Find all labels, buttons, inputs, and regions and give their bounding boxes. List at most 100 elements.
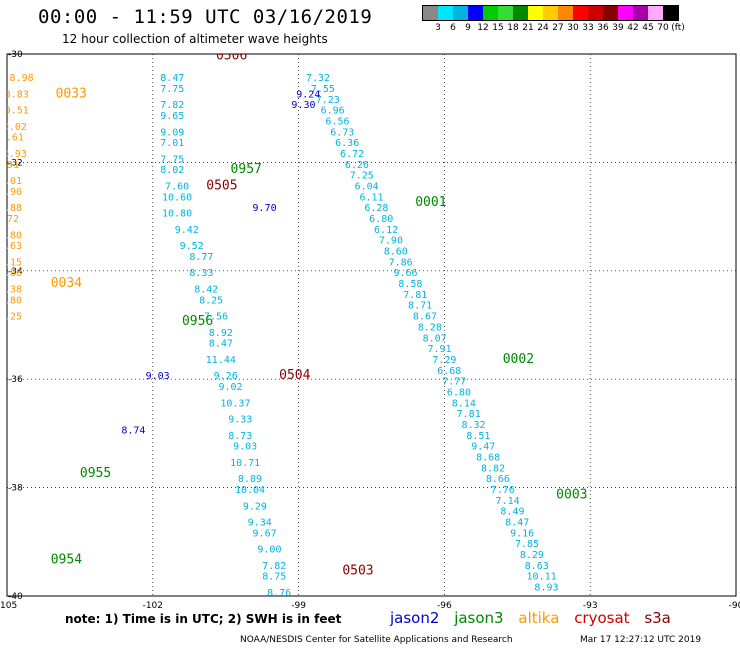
pass-time-label: 0956 (182, 314, 213, 329)
color-scale-box (528, 6, 543, 20)
swh-value-label: 8.74 (121, 425, 145, 436)
swh-value-label: 11.44 (206, 355, 236, 366)
color-scale-boxes (422, 5, 679, 21)
swh-value-label: 9.09 (160, 127, 184, 138)
swh-value-label: 10.60 (162, 192, 192, 203)
swh-value-label: 8.14 (452, 398, 476, 409)
y-tick-label: -34 (8, 267, 23, 277)
swh-value-label: 9.91 (0, 160, 19, 171)
swh-value-label: 8.98 (10, 73, 34, 84)
swh-value-label: 7.23 (316, 95, 340, 106)
pass-time-label: 0003 (556, 487, 587, 502)
swh-value-label: 8.68 (476, 453, 500, 464)
swh-value-label: 9.52 (180, 241, 204, 252)
color-scale-label: 42 (627, 23, 639, 33)
x-tick-label: -96 (437, 601, 452, 611)
swh-value-label: 7.75 (160, 84, 184, 95)
swh-value-label: 9.70 (253, 203, 277, 214)
swh-value-label: 9.47 (471, 442, 495, 453)
swh-value-label: 9.61 (0, 133, 24, 144)
color-scale-label: 18 (507, 23, 519, 33)
swh-value-label: 8.75 (262, 572, 286, 583)
swh-value-label: 10.93 (0, 149, 27, 160)
swh-value-label: 7.01 (160, 138, 184, 149)
color-scale-label: 33 (582, 23, 594, 33)
swh-value-label: 9.65 (160, 111, 184, 122)
swh-value-label: 11.38 (0, 284, 22, 295)
swh-value-label: 8.51 (466, 431, 490, 442)
swh-value-label: 9.72 (0, 214, 19, 225)
pass-time-label: 0503 (342, 563, 373, 578)
swh-value-label: 6.36 (335, 138, 359, 149)
pass-time-label: 0504 (279, 368, 310, 383)
swh-value-label: 7.86 (389, 257, 413, 268)
swh-value-label: 7.56 (204, 312, 228, 323)
color-scale-box (513, 6, 528, 20)
page-subtitle: 12 hour collection of altimeter wave hei… (62, 32, 328, 46)
swh-value-label: 8.60 (384, 247, 408, 258)
swh-value-label: 6.28 (364, 203, 388, 214)
swh-value-label: 6.12 (374, 225, 398, 236)
color-scale-label: 27 (552, 23, 564, 33)
swh-value-label: 9.00 (257, 545, 281, 556)
swh-value-label: 7.81 (457, 409, 481, 420)
legend-s3a: s3a (644, 609, 671, 627)
x-tick-label: -90 (729, 601, 740, 611)
swh-value-label: 10.25 (0, 312, 22, 323)
legend-jason2: jason2 (390, 609, 440, 627)
x-tick-label: -102 (143, 601, 163, 611)
color-scale-box (573, 6, 588, 20)
color-scale-label: 70 (657, 23, 669, 33)
color-scale-box (558, 6, 573, 20)
swh-value-label: 7.82 (262, 561, 286, 572)
pass-time-label: 0506 (216, 48, 247, 63)
swh-value-label: 7.29 (432, 355, 456, 366)
footnote: note: 1) Time is in UTC; 2) SWH is in fe… (65, 612, 342, 626)
swh-value-label: 6.04 (355, 182, 379, 193)
color-scale-label: 45 (642, 23, 654, 33)
swh-value-label: 8.76 (267, 588, 291, 599)
swh-value-label: 6.11 (359, 192, 383, 203)
swh-value-label: 8.47 (505, 518, 529, 529)
swh-value-label: 7.55 (311, 84, 335, 95)
swh-value-label: 8.02 (160, 165, 184, 176)
swh-value-label: 10.02 (0, 122, 27, 133)
pass-time-label: 0032 (56, 43, 87, 58)
swh-value-label: 9.34 (248, 518, 272, 529)
swh-value-label: 8.89 (238, 474, 262, 485)
color-scale-box (543, 6, 558, 20)
swh-value-label: 9.03 (146, 371, 170, 382)
swh-value-label: 8.29 (520, 550, 544, 561)
swh-value-label: 8.42 (194, 284, 218, 295)
swh-value-label: 8.28 (418, 322, 442, 333)
color-scale-label: 36 (597, 23, 609, 33)
swh-value-label: 9.24 (296, 89, 320, 100)
swh-value-label: 7.81 (403, 290, 427, 301)
swh-value-label: 10.37 (220, 398, 250, 409)
x-tick-label: -99 (291, 601, 306, 611)
swh-value-label: 10.71 (230, 458, 260, 469)
color-scale-label: 15 (492, 23, 504, 33)
color-scale-labels: 3 6 9 12 15 18 21 24 27 30 33 36 39 42 45 70 (ft) (422, 21, 685, 35)
satellite-legend: jason2 jason3 altika cryosat s3a (390, 609, 681, 627)
color-scale-label: 24 (537, 23, 549, 33)
swh-value-label: 8.33 (189, 268, 213, 279)
swh-value-label: 6.80 (369, 214, 393, 225)
swh-value-label: 6.68 (437, 366, 461, 377)
color-scale-label: 3 (435, 23, 441, 33)
color-scale-box (648, 6, 663, 20)
swh-value-label: 8.77 (189, 252, 213, 263)
swh-value-label: 10.88 (0, 268, 22, 279)
swh-value-label: 9.66 (393, 268, 417, 279)
swh-value-label: 9.67 (253, 528, 277, 539)
swh-value-label: 8.83 (5, 89, 29, 100)
swh-value-label: 8.73 (228, 431, 252, 442)
y-tick-label: -30 (8, 50, 23, 60)
swh-value-label: 10.88 (0, 203, 22, 214)
color-scale-label: 9 (465, 23, 471, 33)
swh-value-label: 7.25 (350, 171, 374, 182)
swh-value-label: 12.15 (0, 257, 22, 268)
color-scale-box (588, 6, 603, 20)
legend-cryosat: cryosat (574, 609, 630, 627)
